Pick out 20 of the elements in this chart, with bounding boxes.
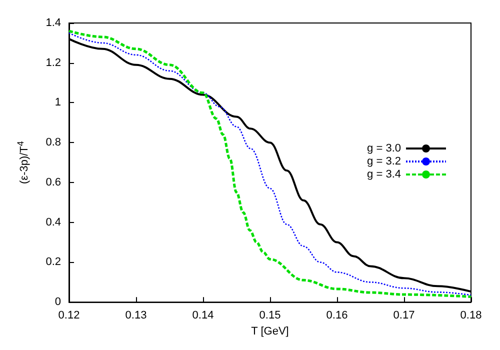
y-tick-label: 1.4 bbox=[46, 17, 61, 29]
x-tick-label: 0.17 bbox=[393, 310, 415, 322]
x-tick-label: 0.18 bbox=[460, 310, 482, 322]
x-tick-label: 0.16 bbox=[326, 310, 348, 322]
x-tick-label: 0.15 bbox=[259, 310, 281, 322]
y-tick-label: 0.4 bbox=[46, 216, 61, 228]
y-tick-label: 0 bbox=[54, 296, 61, 308]
legend-label: g = 3.0 bbox=[367, 142, 401, 154]
y-tick-label: 0.6 bbox=[46, 176, 61, 188]
legend-label: g = 3.2 bbox=[367, 156, 401, 168]
y-axis-title: (ε-3p)/T4 bbox=[16, 141, 30, 184]
x-tick-label: 0.12 bbox=[58, 310, 80, 322]
y-tick-label: 1.2 bbox=[46, 56, 61, 69]
y-tick-label: 1 bbox=[54, 96, 61, 109]
y-tick-label: 0.2 bbox=[46, 256, 61, 268]
x-tick-label: 0.13 bbox=[125, 310, 147, 322]
legend-label: g = 3.4 bbox=[367, 168, 401, 180]
x-axis-title: T [GeV] bbox=[251, 326, 289, 338]
y-tick-label: 0.8 bbox=[46, 136, 61, 149]
x-tick-label: 0.14 bbox=[192, 310, 214, 322]
